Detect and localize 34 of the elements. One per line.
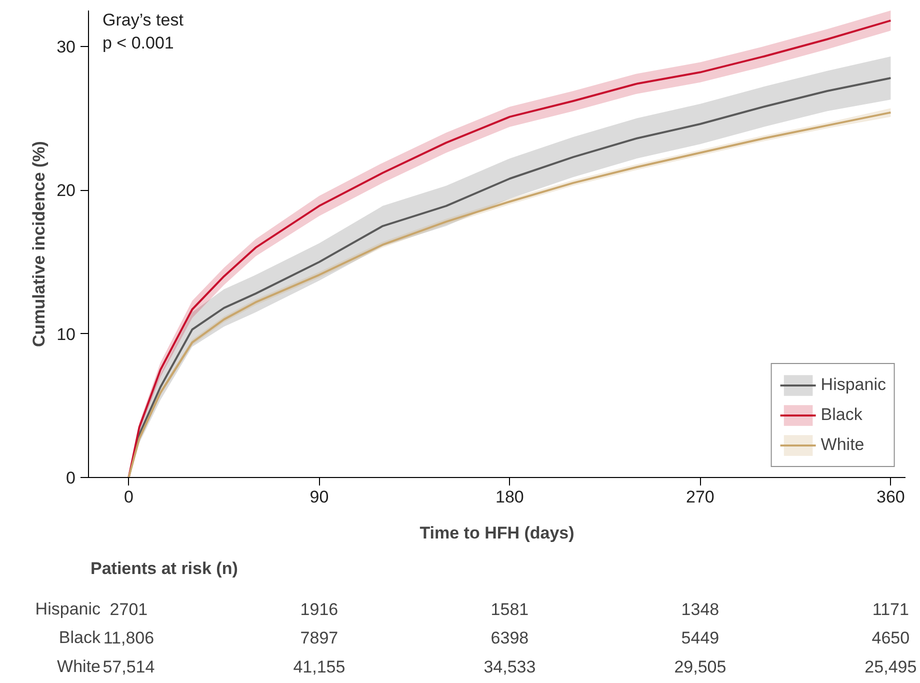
x-tick-label: 180 — [496, 488, 524, 506]
x-tick-label: 270 — [686, 488, 714, 506]
text: 1171 — [872, 600, 909, 619]
y-tick-label: 20 — [56, 181, 76, 200]
y-tick-label: 10 — [56, 324, 76, 344]
text: 29,505 — [674, 657, 726, 676]
text: 6398 — [490, 628, 529, 648]
text: White — [57, 656, 101, 676]
text: Patients at risk (n) — [90, 559, 238, 578]
annotation: Gray’s test p < 0.001 — [102, 10, 184, 52]
legend-label: Black — [820, 405, 862, 425]
text: 34,533 — [484, 657, 536, 676]
text: Hispanic — [35, 599, 101, 618]
y-tick-label: 0 — [66, 468, 76, 488]
text: 25,495 — [864, 657, 917, 676]
y-tick-label: 30 — [56, 37, 76, 56]
x-tick-label: 360 — [876, 488, 905, 506]
text: 4650 — [872, 628, 910, 648]
text: 5449 — [681, 628, 720, 648]
text: 41,155 — [293, 657, 346, 676]
legend-label: Hispanic — [820, 375, 886, 395]
y-axis-title: Cumulative incidence (%) — [30, 141, 49, 347]
text: 1581 — [490, 600, 529, 619]
legend-label: White — [820, 435, 864, 455]
x-tick-label: 0 — [124, 488, 134, 506]
text: 11,806 — [103, 628, 154, 648]
text: 57,514 — [102, 657, 155, 676]
x-axis-title: Time to HFH (days) — [420, 524, 574, 542]
text: 1348 — [681, 600, 720, 619]
text: Black — [58, 628, 101, 647]
text: 7897 — [300, 628, 338, 648]
x-tick-label: 90 — [310, 488, 329, 506]
text: 2701 — [110, 600, 148, 619]
text: 1916 — [300, 600, 338, 619]
